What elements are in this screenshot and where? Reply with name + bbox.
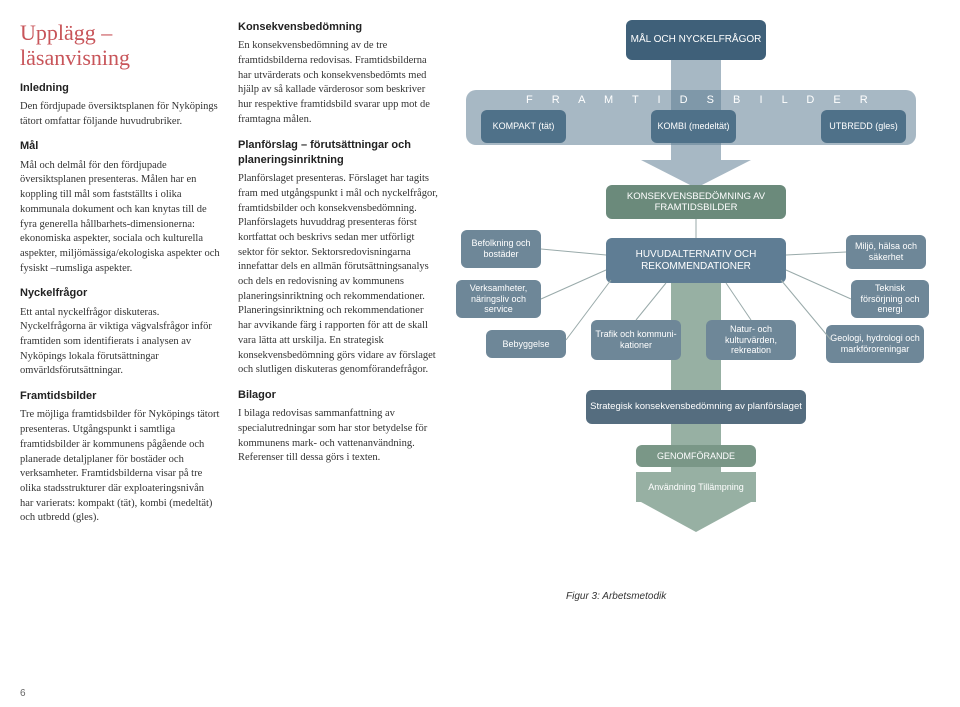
page-number: 6 [20, 688, 26, 699]
figure-caption: Figur 3: Arbetsmetodik [566, 590, 666, 604]
page-title: Upplägg – läsanvisning [20, 20, 220, 71]
para: Mål och delmål för den fördjupade översi… [20, 159, 220, 277]
node-geologi: Geologi, hydrologi och markföroreningar [826, 325, 924, 363]
node-genom: GENOMFÖRANDE [636, 445, 756, 467]
node-befolk: Befolkning och bostäder [461, 230, 541, 268]
node-huvud: HUVUDALTERNATIV OCH REKOMMENDATIONER [606, 238, 786, 283]
para: Planförslaget presenteras. Förslaget har… [238, 172, 438, 378]
node-kompakt: KOMPAKT (tät) [481, 110, 566, 143]
para: I bilaga redovisas sammanfattning av spe… [238, 407, 438, 466]
node-anvand: Användning Tillämpning [636, 472, 756, 502]
node-kombi: KOMBI (medeltät) [651, 110, 736, 143]
workflow-diagram: MÅL OCH NYCKELFRÅGOR F R A M T I D S B I… [456, 20, 926, 560]
para: En konsekvensbedömning av de tre framtid… [238, 39, 438, 127]
heading-mal: Mål [20, 139, 220, 154]
node-strategisk: Strategisk konsekvensbedömning av planfö… [586, 390, 806, 424]
para: Ett antal nyckelfrågor diskuteras. Nycke… [20, 306, 220, 379]
para: Den fördjupade översiktsplanen för Nyköp… [20, 100, 220, 129]
node-utbredd: UTBREDD (gles) [821, 110, 906, 143]
node-konsbed: KONSEKVENSBEDÖMNING AV FRAMTIDSBILDER [606, 185, 786, 219]
para: Tre möjliga framtidsbilder för Nyköpings… [20, 408, 220, 526]
arrow-icon [641, 502, 751, 532]
heading-plan: Planförslag – förutsättningar och planer… [238, 138, 438, 169]
node-bebygg: Bebyggelse [486, 330, 566, 358]
heading-inledning: Inledning [20, 81, 220, 96]
arrow-icon [641, 160, 751, 188]
framtids-label: F R A M T I D S B I L D E R [526, 93, 876, 108]
node-verks: Verksamheter, näringsliv och service [456, 280, 541, 318]
heading-nyckel: Nyckelfrågor [20, 286, 220, 301]
node-mal: MÅL OCH NYCKELFRÅGOR [626, 20, 766, 60]
node-miljo: Miljö, hälsa och säkerhet [846, 235, 926, 269]
heading-bilagor: Bilagor [238, 388, 438, 403]
node-trafik: Trafik och kommuni-kationer [591, 320, 681, 360]
heading-kons: Konsekvensbedömning [238, 20, 438, 35]
heading-framtid: Framtidsbilder [20, 389, 220, 404]
node-natur: Natur- och kulturvärden, rekreation [706, 320, 796, 360]
node-teknisk: Teknisk försörjning och energi [851, 280, 929, 318]
